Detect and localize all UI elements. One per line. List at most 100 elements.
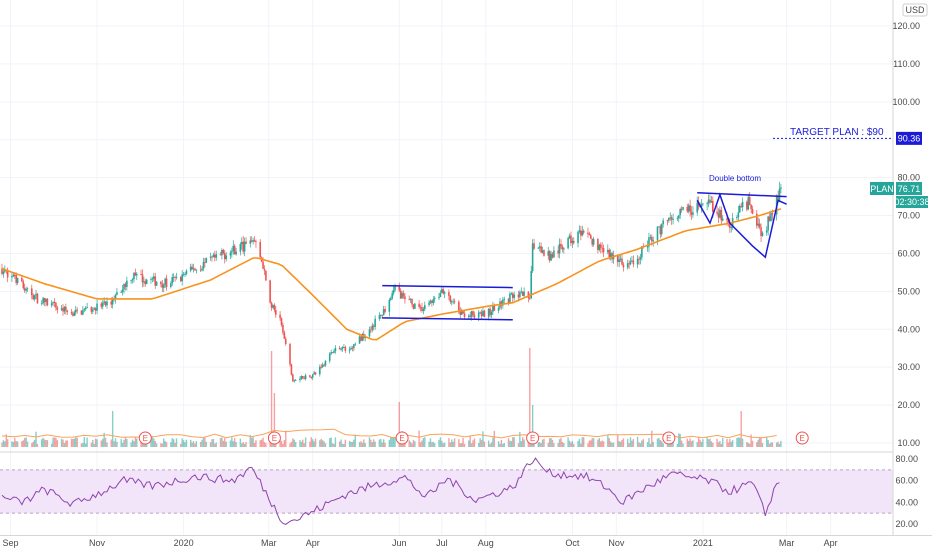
volume-bar — [737, 437, 740, 447]
price-axis-ticks[interactable]: 120.00110.00100.0090.0080.0070.0060.0050… — [892, 21, 920, 448]
volume-bar — [412, 440, 415, 447]
volume-bar — [483, 441, 486, 447]
candle-body — [389, 298, 392, 301]
candle-body — [672, 219, 674, 220]
candle-body — [490, 311, 493, 316]
candle-body — [106, 301, 108, 306]
volume-bar — [482, 431, 484, 447]
candle-body — [4, 269, 6, 272]
candle-body — [460, 311, 463, 315]
volume-bar — [567, 437, 569, 447]
candle-body — [221, 249, 223, 256]
volume-bar — [431, 442, 433, 447]
volume-bar — [710, 441, 713, 447]
volume-bar — [503, 443, 505, 447]
candle-body — [334, 348, 337, 352]
volume-bar — [55, 437, 57, 447]
earnings-marker[interactable] — [138, 431, 152, 445]
candle-body — [35, 293, 37, 296]
candle-body — [283, 332, 286, 339]
time-tick-label: 2020 — [174, 538, 194, 548]
volume-bar — [642, 439, 644, 447]
candle-body — [153, 276, 155, 279]
candle-body — [160, 281, 162, 285]
candle-body — [93, 308, 96, 310]
volume-bar — [722, 437, 724, 447]
trendline-drawings[interactable] — [382, 137, 893, 321]
volume-bar — [146, 443, 148, 447]
candle-body — [13, 274, 16, 276]
target-annotation-text[interactable]: TARGET PLAN : $90 — [790, 127, 884, 138]
volume-bar — [330, 437, 332, 447]
earnings-marker[interactable] — [267, 431, 281, 445]
candle-body — [262, 261, 264, 269]
volume-ma-line — [1, 428, 777, 439]
volume-bar — [133, 441, 135, 447]
earnings-marker[interactable] — [795, 431, 809, 445]
candle-body — [338, 348, 341, 350]
price-tick-label: 20.00 — [897, 400, 920, 410]
volume-bar — [409, 441, 412, 447]
double-bottom-neckline[interactable] — [697, 192, 787, 198]
candle-body — [240, 241, 243, 245]
volume-bar — [66, 440, 68, 447]
volume-bar — [730, 441, 732, 447]
candle-body — [726, 218, 728, 221]
volume-bar — [304, 437, 307, 447]
target-price-label[interactable]: 90.36 — [896, 131, 922, 145]
double-bottom-annotation-text[interactable]: Double bottom — [709, 174, 761, 183]
candle-body — [717, 213, 720, 218]
candle-body — [181, 274, 183, 282]
candle-body — [483, 310, 486, 317]
candle-body — [124, 283, 127, 287]
channel-upper-line[interactable] — [382, 284, 513, 289]
candle-body — [179, 277, 182, 282]
earnings-marker[interactable] — [526, 431, 540, 445]
candle-body — [459, 310, 462, 315]
volume-bar — [35, 431, 37, 447]
volume-bar — [529, 348, 531, 447]
earnings-marker[interactable] — [662, 431, 676, 445]
candle-body — [689, 205, 691, 212]
candle-body — [66, 310, 69, 313]
double-bottom-pattern[interactable] — [696, 192, 787, 259]
candle-body — [63, 306, 66, 312]
time-axis-ticks[interactable]: Sep Nov 2020 Mar Apr Jun Jul Aug Oct Nov 2021 Mar Ap… — [3, 538, 838, 548]
candle-body — [621, 258, 623, 265]
volume-bar — [15, 441, 17, 447]
candle-body — [22, 281, 25, 289]
candle-body — [233, 245, 236, 255]
last-price-label[interactable]: PLAN 76.71 02:30:38 — [870, 182, 930, 208]
rsi-axis-ticks[interactable]: 80.00 60.00 40.00 20.00 — [895, 454, 918, 529]
candle-body — [622, 264, 625, 268]
candle-body — [56, 307, 59, 310]
candle-body — [751, 208, 754, 214]
volume-bar — [279, 440, 281, 447]
candle-body — [45, 299, 47, 303]
volume-bar — [757, 439, 759, 447]
earnings-marker[interactable] — [395, 431, 409, 445]
candle-body — [311, 374, 314, 378]
candle-body — [502, 299, 504, 306]
candle-body — [165, 278, 168, 288]
volume-bar — [459, 443, 461, 447]
volume-bar — [14, 437, 16, 447]
currency-badge[interactable] — [902, 3, 928, 17]
volume-bar — [96, 439, 98, 447]
candle-body — [738, 206, 741, 213]
candle-body — [391, 293, 393, 299]
candle-body — [292, 374, 294, 382]
candle-body — [462, 311, 464, 314]
volume-bar — [245, 441, 247, 447]
candle-body — [16, 277, 19, 284]
candle-body — [72, 313, 74, 316]
volume-bar — [319, 440, 321, 447]
channel-lower-line[interactable] — [382, 317, 513, 321]
volume-bar — [130, 442, 132, 447]
volume-bar — [583, 437, 585, 447]
candle-body — [770, 213, 772, 222]
candle-body — [507, 298, 510, 303]
volume-bar — [172, 439, 175, 447]
